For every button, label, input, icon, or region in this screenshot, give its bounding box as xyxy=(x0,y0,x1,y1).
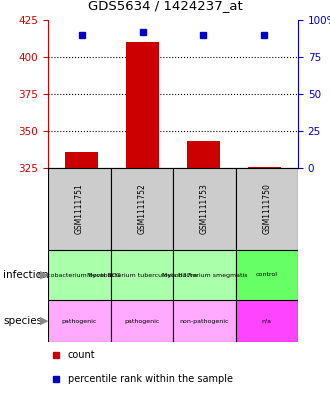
Bar xyxy=(187,141,220,168)
Bar xyxy=(111,250,173,300)
Text: control: control xyxy=(256,272,278,277)
Bar xyxy=(48,168,111,250)
Text: n/a: n/a xyxy=(262,318,272,323)
Text: Mycobacterium smegmatis: Mycobacterium smegmatis xyxy=(161,272,247,277)
Text: ▶: ▶ xyxy=(40,316,49,326)
Bar xyxy=(173,168,236,250)
Text: species: species xyxy=(3,316,43,326)
Text: percentile rank within the sample: percentile rank within the sample xyxy=(68,374,233,384)
Bar xyxy=(236,250,298,300)
Bar xyxy=(65,152,98,168)
Bar xyxy=(173,300,236,342)
Text: pathogenic: pathogenic xyxy=(124,318,159,323)
Text: count: count xyxy=(68,350,96,360)
Bar xyxy=(173,250,236,300)
Text: GSM1111750: GSM1111750 xyxy=(262,184,271,235)
Bar xyxy=(111,300,173,342)
Text: GSM1111752: GSM1111752 xyxy=(137,184,146,234)
Bar xyxy=(236,300,298,342)
Bar xyxy=(48,250,111,300)
Bar xyxy=(236,168,298,250)
Text: ▶: ▶ xyxy=(40,270,49,280)
Text: infection: infection xyxy=(3,270,49,280)
Bar xyxy=(48,300,111,342)
Text: GDS5634 / 1424237_at: GDS5634 / 1424237_at xyxy=(88,0,242,12)
Text: Mycobacterium bovis BCG: Mycobacterium bovis BCG xyxy=(38,272,121,277)
Text: Mycobacterium tuberculosis H37ra: Mycobacterium tuberculosis H37ra xyxy=(86,272,197,277)
Text: pathogenic: pathogenic xyxy=(62,318,97,323)
Text: non-pathogenic: non-pathogenic xyxy=(180,318,229,323)
Bar xyxy=(111,168,173,250)
Text: GSM1111753: GSM1111753 xyxy=(200,184,209,235)
Bar xyxy=(126,42,159,168)
Bar xyxy=(248,167,281,168)
Text: GSM1111751: GSM1111751 xyxy=(75,184,84,234)
